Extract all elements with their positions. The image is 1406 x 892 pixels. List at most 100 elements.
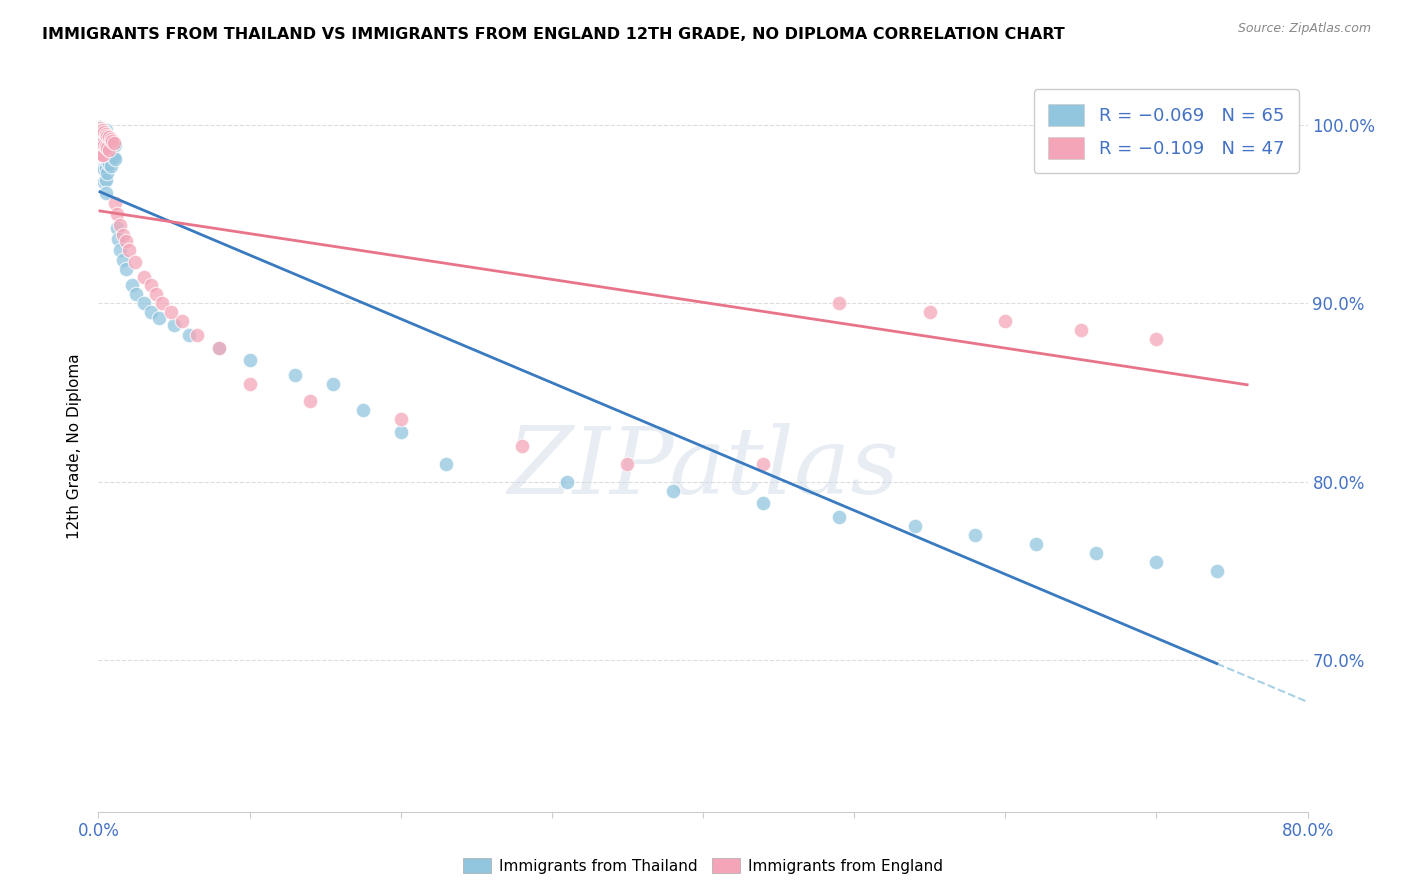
Point — [94, 123, 117, 137]
Point — [107, 232, 129, 246]
Point — [661, 483, 683, 498]
Point — [94, 127, 117, 141]
Point — [616, 457, 638, 471]
Point — [91, 161, 114, 175]
Point — [1024, 537, 1046, 551]
Text: IMMIGRANTS FROM THAILAND VS IMMIGRANTS FROM ENGLAND 12TH GRADE, NO DIPLOMA CORRE: IMMIGRANTS FROM THAILAND VS IMMIGRANTS F… — [42, 27, 1064, 42]
Point — [94, 186, 117, 200]
Point — [904, 519, 927, 533]
Point — [89, 134, 111, 148]
Point — [179, 328, 201, 343]
Point — [103, 136, 125, 150]
Point — [90, 148, 112, 162]
Point — [90, 123, 112, 137]
Point — [93, 162, 115, 177]
Point — [1144, 332, 1167, 346]
Point — [96, 141, 118, 155]
Point — [160, 305, 183, 319]
Point — [108, 218, 131, 232]
Point — [96, 128, 118, 143]
Point — [101, 134, 124, 148]
Text: ZIPatlas: ZIPatlas — [508, 423, 898, 513]
Point — [121, 278, 143, 293]
Text: Source: ZipAtlas.com: Source: ZipAtlas.com — [1237, 22, 1371, 36]
Point — [90, 136, 112, 150]
Point — [90, 145, 112, 159]
Point — [918, 305, 941, 319]
Point — [125, 287, 148, 301]
Point — [90, 121, 112, 136]
Point — [1206, 564, 1229, 578]
Point — [1236, 118, 1258, 132]
Point — [1085, 546, 1108, 560]
Point — [94, 139, 117, 153]
Point — [118, 243, 141, 257]
Point — [239, 353, 262, 368]
Legend: Immigrants from Thailand, Immigrants from England: Immigrants from Thailand, Immigrants fro… — [457, 852, 949, 880]
Point — [150, 296, 173, 310]
Point — [186, 328, 208, 343]
Point — [98, 157, 121, 171]
Point — [141, 305, 163, 319]
Point — [103, 150, 125, 164]
Point — [98, 143, 121, 157]
Point — [96, 153, 118, 168]
Point — [93, 137, 115, 152]
Point — [299, 394, 322, 409]
Point — [389, 412, 412, 426]
Point — [93, 125, 115, 139]
Point — [96, 166, 118, 180]
Point — [91, 148, 114, 162]
Point — [1144, 555, 1167, 569]
Point — [114, 234, 136, 248]
Point — [91, 136, 114, 150]
Point — [111, 228, 134, 243]
Point — [124, 255, 146, 269]
Point — [132, 269, 155, 284]
Point — [322, 376, 344, 391]
Point — [208, 341, 231, 355]
Point — [91, 123, 114, 137]
Point — [148, 310, 170, 325]
Point — [752, 457, 775, 471]
Point — [284, 368, 307, 382]
Point — [170, 314, 193, 328]
Point — [510, 439, 533, 453]
Point — [98, 143, 121, 157]
Point — [89, 121, 111, 136]
Point — [101, 148, 124, 162]
Point — [752, 496, 775, 510]
Point — [100, 159, 122, 173]
Point — [98, 130, 121, 145]
Point — [389, 425, 412, 439]
Point — [1070, 323, 1092, 337]
Point — [91, 148, 114, 162]
Point — [104, 196, 127, 211]
Point — [96, 141, 118, 155]
Point — [103, 136, 125, 150]
Point — [94, 173, 117, 187]
Point — [96, 128, 118, 143]
Point — [105, 207, 128, 221]
Point — [352, 403, 374, 417]
Legend: R = −0.069   N = 65, R = −0.109   N = 47: R = −0.069 N = 65, R = −0.109 N = 47 — [1033, 89, 1299, 173]
Point — [114, 262, 136, 277]
Point — [91, 123, 114, 137]
Point — [132, 296, 155, 310]
Point — [101, 134, 124, 148]
Point — [98, 130, 121, 145]
Point — [89, 146, 111, 161]
Point — [208, 341, 231, 355]
Point — [104, 152, 127, 166]
Point — [141, 278, 163, 293]
Point — [100, 132, 122, 146]
Point — [239, 376, 262, 391]
Point — [93, 125, 115, 139]
Y-axis label: 12th Grade, No Diploma: 12th Grade, No Diploma — [67, 353, 83, 539]
Point — [104, 137, 127, 152]
Point — [93, 137, 115, 152]
Point — [994, 314, 1017, 328]
Point — [91, 136, 114, 150]
Point — [108, 243, 131, 257]
Point — [555, 475, 578, 489]
